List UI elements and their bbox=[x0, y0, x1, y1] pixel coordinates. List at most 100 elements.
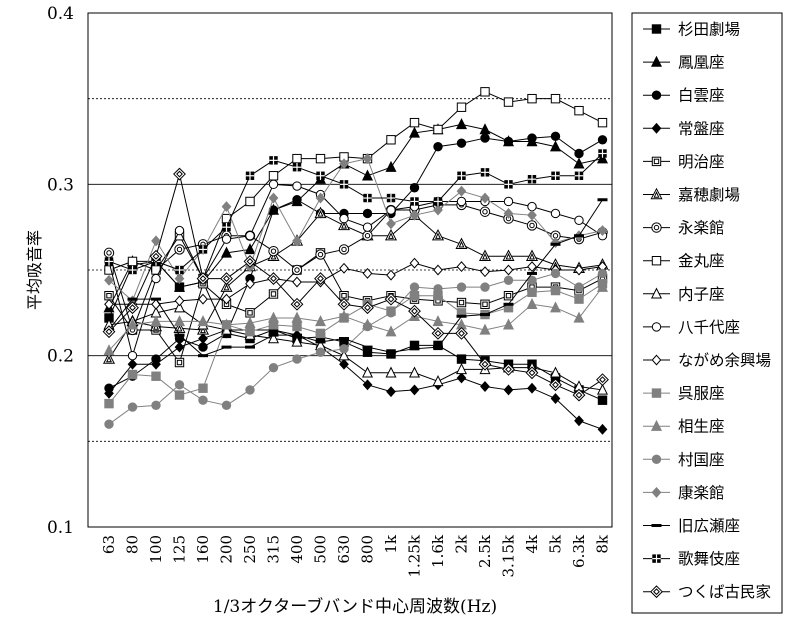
data-point bbox=[480, 133, 490, 143]
data-point bbox=[316, 171, 325, 180]
data-point bbox=[386, 386, 396, 398]
data-point bbox=[409, 117, 420, 128]
data-point bbox=[127, 256, 138, 267]
data-point bbox=[433, 141, 443, 152]
legend-entry: 村国座 bbox=[643, 451, 725, 469]
legend-entry: 康楽館 bbox=[643, 484, 725, 502]
data-point bbox=[103, 247, 115, 259]
data-point bbox=[174, 380, 185, 390]
data-point bbox=[292, 195, 302, 205]
series-path bbox=[108, 329, 603, 430]
data-point bbox=[268, 362, 279, 373]
data-point bbox=[268, 333, 279, 337]
data-point bbox=[339, 213, 349, 224]
data-point bbox=[338, 309, 350, 321]
data-point bbox=[339, 358, 349, 370]
data-point bbox=[550, 268, 561, 279]
data-point bbox=[650, 585, 663, 599]
data-point bbox=[549, 301, 562, 313]
data-point bbox=[479, 323, 491, 335]
data-point bbox=[409, 209, 420, 221]
data-point bbox=[126, 318, 139, 330]
data-point bbox=[362, 230, 373, 241]
data-point bbox=[361, 366, 374, 378]
data-point bbox=[268, 192, 279, 204]
data-point bbox=[502, 362, 515, 376]
data-point bbox=[456, 196, 467, 207]
data-point bbox=[503, 136, 514, 147]
series-path bbox=[108, 212, 603, 360]
data-point bbox=[151, 235, 161, 247]
data-point bbox=[455, 118, 468, 130]
data-point bbox=[292, 181, 302, 191]
data-point bbox=[104, 387, 114, 399]
data-point bbox=[503, 384, 514, 396]
data-point bbox=[527, 93, 537, 104]
data-point bbox=[650, 419, 663, 431]
x-tick-label: 6.3k bbox=[570, 534, 588, 568]
data-point bbox=[502, 249, 515, 261]
data-point bbox=[650, 287, 663, 299]
data-point bbox=[480, 192, 490, 204]
data-point bbox=[409, 347, 420, 351]
data-point bbox=[597, 225, 608, 237]
data-point bbox=[597, 117, 608, 128]
data-point bbox=[480, 87, 490, 97]
x-tick-label: 100 bbox=[147, 535, 165, 564]
data-point bbox=[198, 354, 208, 358]
data-point bbox=[127, 369, 138, 380]
x-tick-label: 250 bbox=[241, 535, 259, 564]
data-point bbox=[574, 264, 584, 276]
data-point bbox=[503, 302, 514, 306]
data-point bbox=[597, 423, 608, 435]
legend-entry: 嘉穂劇場 bbox=[643, 186, 740, 204]
data-point bbox=[198, 333, 208, 344]
data-point bbox=[102, 352, 116, 364]
data-point bbox=[409, 183, 420, 193]
data-point bbox=[480, 168, 490, 177]
data-point bbox=[127, 297, 138, 301]
plot-frame bbox=[87, 12, 613, 528]
series-path bbox=[108, 123, 603, 308]
data-point bbox=[245, 231, 255, 241]
data-point bbox=[315, 249, 326, 260]
data-point bbox=[314, 315, 327, 327]
data-point bbox=[339, 180, 349, 189]
data-point bbox=[431, 228, 445, 241]
data-point bbox=[525, 249, 539, 261]
data-point bbox=[527, 261, 537, 273]
series-path bbox=[108, 153, 603, 271]
data-point bbox=[174, 295, 185, 307]
data-point bbox=[478, 357, 492, 371]
data-point bbox=[456, 138, 467, 148]
data-point bbox=[362, 208, 373, 219]
data-point bbox=[268, 245, 279, 257]
data-point bbox=[220, 318, 233, 330]
data-point bbox=[174, 390, 185, 400]
series-path bbox=[108, 199, 603, 357]
data-point bbox=[550, 208, 561, 219]
x-tick-label: 160 bbox=[194, 535, 212, 564]
data-point bbox=[480, 381, 490, 392]
x-tick-label: 400 bbox=[288, 535, 306, 564]
data-point bbox=[315, 347, 326, 357]
legend-label: つくば古民家 bbox=[678, 583, 771, 601]
data-point bbox=[315, 340, 326, 344]
data-point bbox=[362, 222, 373, 232]
data-point bbox=[149, 249, 163, 263]
x-tick-label: 80 bbox=[124, 535, 142, 554]
data-point bbox=[386, 349, 396, 359]
data-point bbox=[386, 218, 396, 230]
data-point bbox=[650, 187, 663, 200]
data-point bbox=[174, 225, 185, 236]
data-point bbox=[127, 358, 138, 370]
data-point bbox=[173, 315, 186, 327]
data-point bbox=[527, 382, 537, 394]
series-line bbox=[104, 149, 607, 275]
data-point bbox=[456, 354, 467, 364]
data-point bbox=[456, 372, 467, 384]
data-point bbox=[574, 294, 584, 304]
data-point bbox=[456, 261, 467, 273]
x-tick-label: 4k bbox=[523, 534, 541, 554]
